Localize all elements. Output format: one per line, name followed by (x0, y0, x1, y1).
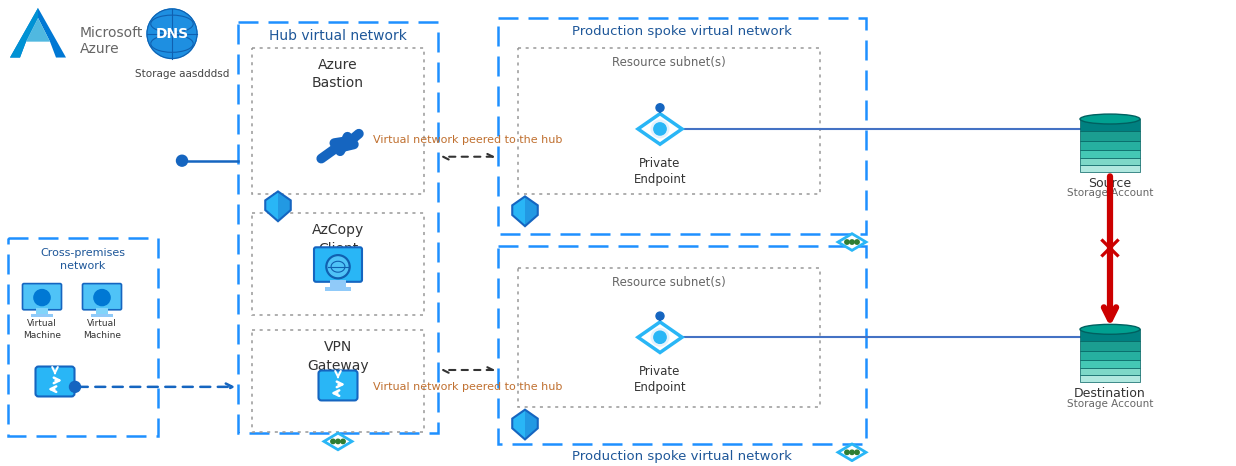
FancyBboxPatch shape (314, 247, 362, 282)
Bar (91, 314, 112, 317)
Text: Virtual network peered to the hub: Virtual network peered to the hub (373, 382, 562, 392)
Ellipse shape (1080, 114, 1140, 124)
FancyBboxPatch shape (22, 284, 62, 310)
Circle shape (341, 439, 345, 444)
FancyBboxPatch shape (83, 284, 121, 310)
FancyBboxPatch shape (1080, 164, 1140, 171)
Text: Resource subnet(s): Resource subnet(s) (612, 276, 726, 289)
Circle shape (69, 381, 80, 392)
Circle shape (651, 120, 669, 137)
Circle shape (326, 255, 350, 279)
Text: Hub virtual network: Hub virtual network (269, 29, 407, 43)
Text: Resource subnet(s): Resource subnet(s) (612, 55, 726, 69)
Bar (325, 288, 351, 291)
Text: Virtual
Machine: Virtual Machine (23, 319, 61, 340)
FancyBboxPatch shape (1080, 150, 1140, 158)
Text: Virtual network peered to the hub: Virtual network peered to the hub (373, 135, 562, 145)
Circle shape (654, 331, 666, 343)
Text: Production spoke virtual network: Production spoke virtual network (572, 25, 792, 38)
Circle shape (651, 329, 669, 346)
Bar (518, 48, 819, 194)
FancyBboxPatch shape (1080, 131, 1140, 141)
Polygon shape (324, 433, 352, 450)
Text: DNS: DNS (156, 27, 189, 41)
Text: Storage aasdddsd: Storage aasdddsd (135, 69, 229, 79)
Text: Cross-premises
network: Cross-premises network (41, 248, 126, 271)
Circle shape (147, 9, 197, 59)
FancyBboxPatch shape (1080, 119, 1140, 131)
Polygon shape (512, 410, 538, 439)
FancyBboxPatch shape (1080, 368, 1140, 375)
Text: Storage Account: Storage Account (1067, 399, 1153, 409)
Bar (36, 308, 48, 314)
Bar (498, 246, 866, 445)
Circle shape (855, 450, 859, 454)
Circle shape (328, 257, 347, 276)
Circle shape (331, 439, 335, 444)
Bar (31, 314, 53, 317)
Circle shape (844, 450, 849, 454)
Circle shape (656, 104, 664, 112)
FancyBboxPatch shape (1080, 329, 1140, 341)
FancyBboxPatch shape (1080, 375, 1140, 382)
Polygon shape (10, 8, 66, 57)
Circle shape (855, 240, 859, 244)
Text: ✕: ✕ (1096, 234, 1124, 267)
Text: AzCopy
Client: AzCopy Client (311, 223, 365, 255)
Text: Azure: Azure (80, 41, 120, 55)
Text: Microsoft: Microsoft (80, 26, 143, 40)
Circle shape (177, 155, 188, 166)
FancyBboxPatch shape (36, 367, 74, 397)
Circle shape (844, 240, 849, 244)
Text: Private
Endpoint: Private Endpoint (634, 365, 686, 394)
Text: Source: Source (1089, 177, 1132, 190)
Text: Virtual
Machine: Virtual Machine (83, 319, 121, 340)
Bar (239, 22, 438, 433)
Bar (252, 213, 424, 315)
Circle shape (336, 439, 340, 444)
Polygon shape (525, 196, 538, 226)
Polygon shape (638, 322, 682, 353)
Circle shape (850, 240, 854, 244)
Polygon shape (838, 444, 866, 461)
Bar (330, 280, 346, 288)
Circle shape (654, 123, 666, 135)
FancyBboxPatch shape (1080, 360, 1140, 368)
Text: Azure
Bastion: Azure Bastion (311, 57, 363, 90)
Text: Storage Account: Storage Account (1067, 188, 1153, 199)
FancyBboxPatch shape (319, 370, 357, 400)
Bar (252, 48, 424, 194)
Text: Private
Endpoint: Private Endpoint (634, 157, 686, 186)
Circle shape (850, 450, 854, 454)
FancyBboxPatch shape (1080, 341, 1140, 351)
FancyBboxPatch shape (1080, 351, 1140, 360)
FancyBboxPatch shape (1080, 141, 1140, 150)
Bar (7, 238, 158, 437)
Bar (498, 18, 866, 234)
Circle shape (656, 312, 664, 320)
Polygon shape (838, 234, 866, 250)
Circle shape (33, 289, 51, 306)
Circle shape (94, 289, 110, 306)
Text: VPN
Gateway: VPN Gateway (308, 340, 368, 373)
Text: Production spoke virtual network: Production spoke virtual network (572, 450, 792, 463)
Polygon shape (278, 192, 290, 221)
Polygon shape (525, 410, 538, 439)
Bar (95, 308, 109, 314)
Polygon shape (266, 192, 290, 221)
Polygon shape (512, 196, 538, 226)
FancyBboxPatch shape (1080, 158, 1140, 164)
Polygon shape (638, 114, 682, 144)
Ellipse shape (1080, 324, 1140, 334)
Bar (252, 330, 424, 432)
Polygon shape (26, 18, 49, 41)
Bar (518, 268, 819, 407)
Text: Destination: Destination (1074, 387, 1146, 400)
Polygon shape (10, 8, 38, 57)
